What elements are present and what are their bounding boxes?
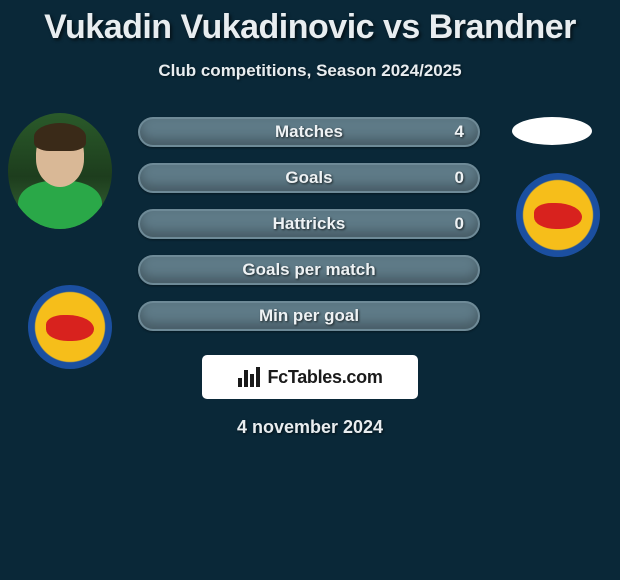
stat-row-matches: Matches 4 — [138, 117, 480, 147]
date-text: 4 november 2024 — [0, 417, 620, 438]
stat-value-left: 0 — [455, 165, 464, 191]
stat-label: Matches — [140, 119, 478, 145]
page-title: Vukadin Vukadinovic vs Brandner — [0, 8, 620, 47]
stat-label: Hattricks — [140, 211, 478, 237]
source-logo-text: FcTables.com — [267, 367, 382, 388]
player-left-avatar — [8, 113, 112, 229]
stat-label: Goals — [140, 165, 478, 191]
stat-row-hattricks: Hattricks 0 — [138, 209, 480, 239]
stat-label: Min per goal — [140, 303, 478, 329]
stat-row-goals-per-match: Goals per match — [138, 255, 480, 285]
club-badge-right — [516, 173, 600, 257]
source-logo[interactable]: FcTables.com — [202, 355, 418, 399]
page-subtitle: Club competitions, Season 2024/2025 — [0, 61, 620, 81]
stat-row-goals: Goals 0 — [138, 163, 480, 193]
stat-label: Goals per match — [140, 257, 478, 283]
stat-value-left: 4 — [455, 119, 464, 145]
player-right-shield — [512, 117, 592, 145]
main-area: Matches 4 Goals 0 Hattricks 0 Goals per … — [0, 117, 620, 438]
card-root: Vukadin Vukadinovic vs Brandner Club com… — [0, 0, 620, 438]
stat-row-min-per-goal: Min per goal — [138, 301, 480, 331]
club-badge-left — [28, 285, 112, 369]
stat-value-left: 0 — [455, 211, 464, 237]
stats-bars: Matches 4 Goals 0 Hattricks 0 Goals per … — [138, 117, 480, 331]
chart-bars-icon — [237, 366, 261, 388]
